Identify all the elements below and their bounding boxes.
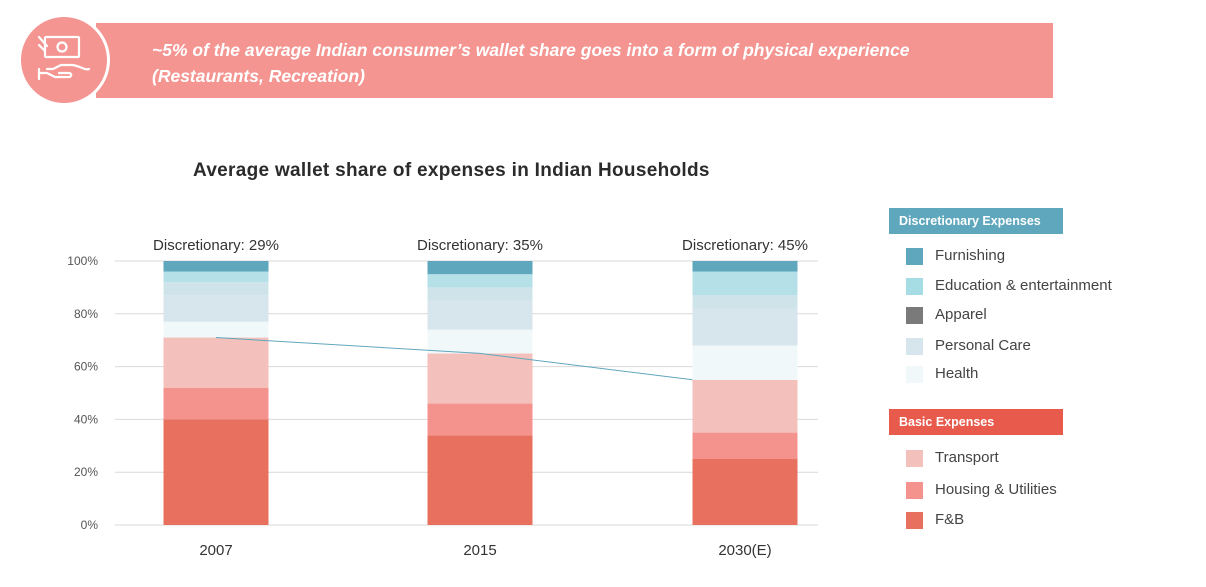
bar-segment	[427, 435, 533, 525]
bar-segment	[163, 419, 269, 525]
money-hand-icon	[18, 14, 110, 106]
y-tick-label: 40%	[74, 412, 98, 426]
legend-label: Furnishing	[935, 247, 1006, 264]
banner-line-2: (Restaurants, Recreation)	[152, 66, 365, 86]
x-tick-label: 2030(E)	[718, 542, 771, 559]
bar-segment	[692, 459, 798, 525]
bar-segment	[427, 300, 533, 330]
legend-label: Health	[935, 365, 979, 382]
bar-segment	[427, 403, 533, 436]
bar-segment	[427, 274, 533, 288]
legend-label: Education & entertainment	[935, 277, 1112, 294]
banner	[96, 23, 1053, 98]
legend-swatch	[906, 248, 923, 265]
bar-segment	[163, 282, 269, 296]
y-tick-label: 20%	[74, 465, 98, 479]
bar-segment	[692, 432, 798, 459]
banner-line-1: ~5% of the average Indian consumer’s wal…	[152, 40, 910, 60]
bar-segment	[163, 261, 269, 272]
y-tick-label: 60%	[74, 360, 98, 374]
bar-segment	[163, 295, 269, 322]
legend-label: Housing & Utilities	[935, 481, 1057, 498]
x-tick-label: 2007	[199, 542, 232, 559]
legend-label: Apparel	[935, 306, 987, 323]
bar-segment	[692, 295, 798, 309]
bar-segment	[163, 321, 269, 338]
bar-segment	[692, 345, 798, 380]
bar-segment	[427, 287, 533, 301]
legend-label: Transport	[935, 449, 999, 466]
legend-header-discretionary: Discretionary Expenses	[889, 208, 1063, 234]
legend-swatch	[906, 307, 923, 324]
legend-label: Personal Care	[935, 337, 1031, 354]
bar-segment	[163, 387, 269, 420]
bar-segment	[163, 271, 269, 283]
bar-annotation: Discretionary: 29%	[153, 237, 279, 254]
legend-swatch	[906, 512, 923, 529]
legend-swatch	[906, 450, 923, 467]
bar-segment	[427, 261, 533, 275]
bar-segment	[427, 353, 533, 404]
bar-segment	[163, 337, 269, 388]
legend-header-basic: Basic Expenses	[889, 409, 1063, 435]
y-tick-label: 80%	[74, 307, 98, 321]
legend-swatch	[906, 366, 923, 383]
y-tick-label: 0%	[81, 518, 99, 532]
bar-segment	[692, 261, 798, 272]
legend-swatch	[906, 482, 923, 499]
y-tick-label: 100%	[67, 254, 98, 268]
chart-title: Average wallet share of expenses in Indi…	[193, 160, 710, 181]
banner-text: ~5% of the average Indian consumer’s wal…	[152, 37, 1032, 89]
bar-segment	[692, 308, 798, 346]
bar-segment	[692, 379, 798, 433]
x-tick-label: 2015	[463, 542, 496, 559]
bar-segment	[692, 271, 798, 296]
bar-annotation: Discretionary: 45%	[682, 237, 808, 254]
legend-label: F&B	[935, 511, 965, 528]
connector-line	[215, 337, 693, 381]
legend-swatch	[906, 278, 923, 295]
bar-annotation: Discretionary: 35%	[417, 237, 543, 254]
stacked-bar-chart: 0% 20% 40% 60% 80% 100% 2007 Discretionary: 29%…	[67, 237, 818, 559]
legend-swatch	[906, 338, 923, 355]
bar-segment	[427, 329, 533, 354]
